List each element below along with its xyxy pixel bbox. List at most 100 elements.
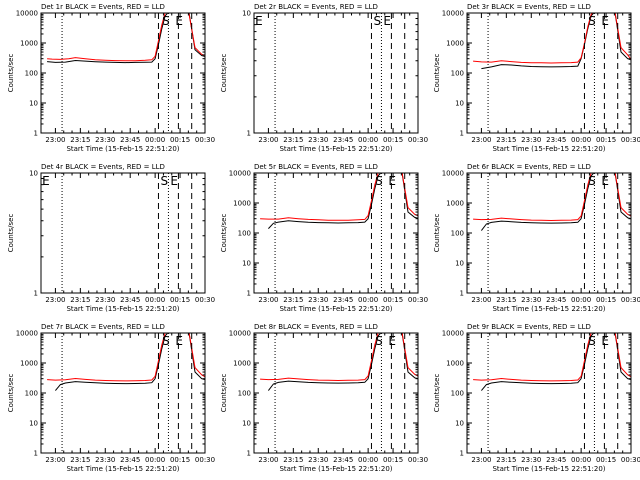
y-tick-label: 1 bbox=[247, 290, 251, 298]
y-tick-label: 10000 bbox=[229, 170, 251, 178]
x-tick-label: 23:45 bbox=[546, 456, 566, 464]
plot-frame bbox=[466, 172, 632, 294]
y-tick-label: 10 bbox=[455, 260, 464, 268]
x-tick-label: 23:00 bbox=[258, 136, 278, 144]
x-axis-label: Start Time (15-Feb-15 22:51:20) bbox=[279, 465, 392, 473]
marker-s: S bbox=[588, 14, 596, 28]
marker-e-left: E bbox=[255, 14, 263, 28]
x-tick-label: 00:30 bbox=[621, 136, 640, 144]
x-tick-label: 00:00 bbox=[571, 456, 591, 464]
x-axis-label: Start Time (15-Feb-15 22:51:20) bbox=[66, 305, 179, 313]
x-tick-label: 23:15 bbox=[70, 136, 90, 144]
x-tick-label: 00:00 bbox=[145, 456, 165, 464]
x-tick-label: 23:45 bbox=[333, 456, 353, 464]
panel-title: Det 3r BLACK = Events, RED = LLD bbox=[467, 3, 591, 11]
x-tick-label: 23:45 bbox=[120, 456, 140, 464]
plot-frame bbox=[40, 332, 206, 454]
x-tick-label: 00:15 bbox=[596, 456, 616, 464]
y-axis-label: Counts/sec bbox=[433, 54, 441, 93]
lld-series-line bbox=[47, 13, 205, 62]
panel-title: Det 9r BLACK = Events, RED = LLD bbox=[467, 323, 591, 331]
x-tick-label: 00:00 bbox=[145, 136, 165, 144]
x-tick-label: 23:30 bbox=[308, 136, 328, 144]
x-tick-label: 23:00 bbox=[45, 136, 65, 144]
x-tick-label: 23:45 bbox=[546, 296, 566, 304]
x-tick-label: 23:00 bbox=[471, 136, 491, 144]
x-tick-label: 00:00 bbox=[571, 296, 591, 304]
x-tick-label: 23:45 bbox=[333, 296, 353, 304]
plot-frame bbox=[253, 332, 419, 454]
lld-series-line bbox=[260, 333, 418, 382]
x-axis-label: Start Time (15-Feb-15 22:51:20) bbox=[279, 305, 392, 313]
x-axis-label: Start Time (15-Feb-15 22:51:20) bbox=[66, 145, 179, 153]
x-tick-label: 23:15 bbox=[70, 456, 90, 464]
y-axis-label: Counts/sec bbox=[220, 54, 228, 93]
x-axis-label: Start Time (15-Feb-15 22:51:20) bbox=[492, 465, 605, 473]
x-tick-label: 23:15 bbox=[283, 136, 303, 144]
marker-e: E bbox=[388, 334, 396, 348]
detector-panel: Det 6r BLACK = Events, RED = LLD S E 1 10 100… bbox=[433, 163, 640, 313]
y-tick-label: 10000 bbox=[16, 10, 38, 18]
lld-series-line bbox=[473, 333, 631, 382]
y-tick-label: 100 bbox=[451, 230, 464, 238]
y-tick-label: 1 bbox=[460, 450, 464, 458]
panel-title: Det 6r BLACK = Events, RED = LLD bbox=[467, 163, 591, 171]
y-tick-label: 1 bbox=[247, 450, 251, 458]
events-series-line bbox=[481, 173, 631, 231]
detector-panel: Det 3r BLACK = Events, RED = LLD S E 1 10 100… bbox=[433, 3, 640, 153]
marker-e-left: E bbox=[42, 174, 50, 188]
x-tick-label: 23:00 bbox=[471, 456, 491, 464]
marker-s: S bbox=[588, 334, 596, 348]
plot-frame bbox=[466, 332, 632, 454]
x-tick-label: 00:30 bbox=[195, 136, 215, 144]
x-tick-label: 00:00 bbox=[358, 136, 378, 144]
x-tick-label: 00:00 bbox=[571, 136, 591, 144]
marker-e: E bbox=[601, 174, 609, 188]
marker-e: E bbox=[601, 334, 609, 348]
y-tick-label: 10 bbox=[29, 100, 38, 108]
x-tick-label: 00:30 bbox=[195, 456, 215, 464]
detector-panel: Det 5r BLACK = Events, RED = LLD S E 1 10 100… bbox=[220, 163, 428, 313]
x-tick-label: 23:30 bbox=[521, 456, 541, 464]
detector-panel: Det 1r BLACK = Events, RED = LLD S E 1 10 100… bbox=[7, 3, 215, 153]
x-tick-label: 23:15 bbox=[496, 296, 516, 304]
y-axis-label: Counts/sec bbox=[220, 374, 228, 413]
y-tick-label: 1000 bbox=[446, 200, 464, 208]
y-tick-label: 1 bbox=[460, 130, 464, 138]
marker-s: S bbox=[588, 174, 596, 188]
x-tick-label: 23:15 bbox=[70, 296, 90, 304]
x-axis-label: Start Time (15-Feb-15 22:51:20) bbox=[492, 305, 605, 313]
events-series-line bbox=[47, 13, 205, 64]
x-tick-label: 00:30 bbox=[621, 296, 640, 304]
marker-e: E bbox=[170, 174, 178, 188]
y-axis-label: Counts/sec bbox=[433, 374, 441, 413]
y-tick-label: 100 bbox=[451, 390, 464, 398]
marker-s: S bbox=[160, 174, 168, 188]
lld-series-line bbox=[473, 173, 631, 222]
marker-s: S bbox=[162, 334, 170, 348]
plot-frame bbox=[253, 172, 419, 294]
panel-title: Det 4r BLACK = Events, RED = LLD bbox=[41, 163, 165, 171]
marker-e: E bbox=[175, 334, 183, 348]
plot-frame bbox=[40, 172, 206, 294]
y-tick-label: 1000 bbox=[446, 40, 464, 48]
plot-frame bbox=[40, 12, 206, 134]
x-tick-label: 00:15 bbox=[170, 296, 190, 304]
x-tick-label: 23:30 bbox=[95, 296, 115, 304]
marker-e: E bbox=[388, 174, 396, 188]
plot-frame bbox=[253, 12, 419, 134]
x-tick-label: 00:30 bbox=[408, 296, 428, 304]
lld-series-line bbox=[260, 173, 418, 221]
y-tick-label: 1 bbox=[34, 290, 38, 298]
y-tick-label: 10 bbox=[242, 420, 251, 428]
marker-s: S bbox=[373, 14, 381, 28]
x-tick-label: 23:30 bbox=[95, 456, 115, 464]
x-tick-label: 23:45 bbox=[120, 136, 140, 144]
x-tick-label: 23:00 bbox=[471, 296, 491, 304]
y-tick-label: 1000 bbox=[233, 200, 251, 208]
y-tick-label: 1 bbox=[34, 450, 38, 458]
y-tick-label: 100 bbox=[238, 390, 251, 398]
y-tick-label: 100 bbox=[25, 70, 38, 78]
